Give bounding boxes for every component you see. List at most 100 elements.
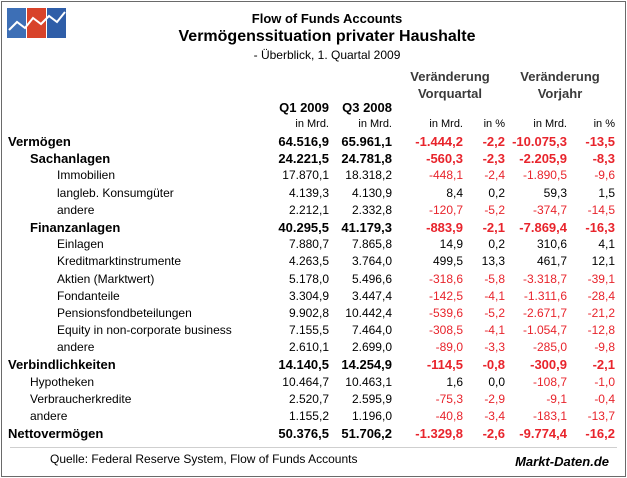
table-row: andere 1.155,2 1.196,0 -40,8 -3,4 -183,1 -13,7 [2,409,625,426]
change-quarter-abs: 499,5 [432,254,463,269]
table-row: Hypotheken 10.464,7 10.463,1 1,6 0,0 -108,7 -1… [2,375,625,392]
value-q1-2009: 14.140,5 [278,357,329,373]
value-q1-2009: 7.155,5 [288,323,329,338]
source-note: Quelle: Federal Reserve System, Flow of … [50,452,358,466]
change-quarter-pct: -5,2 [484,202,505,217]
value-q1-2009: 40.295,5 [278,219,329,235]
change-year-pct: -28,4 [587,288,615,303]
change-year-abs: -2.205,9 [519,151,567,167]
row-label: Sachanlagen [30,151,111,167]
brand-logo-text: Markt-Daten.de [515,454,609,469]
change-year-pct: -14,5 [587,202,615,217]
table-row: Equity in non-corporate business 7.155,5 7… [2,323,625,340]
row-label: andere [57,202,95,217]
change-quarter-pct: -3,3 [484,340,505,355]
change-quarter-abs: -448,1 [428,168,463,183]
table-row: Sachanlagen 24.221,5 24.781,8 -560,3 -2,3 -2.… [2,151,625,168]
change-quarter-abs: -40,8 [435,409,463,423]
change-year-abs: -9,1 [546,391,567,406]
change-year-pct: -1,0 [594,374,615,389]
value-q1-2009: 9.902,8 [288,305,329,320]
col-header-change-year: Veränderung Vorjahr [510,68,610,102]
change-year-pct: -0,4 [594,391,615,406]
change-quarter-pct: -4,1 [484,323,505,338]
change-year-pct: -16,2 [585,426,615,442]
change-quarter-pct: 0,2 [488,185,505,200]
change-quarter-pct: 0,0 [488,374,505,389]
table-row: Finanzanlagen 40.295,5 41.179,3 -883,9 -2,1-… [2,220,625,237]
table-row: langleb. Konsumgüter 4.139,3 4.130,9 8,4 0,2… [2,186,625,203]
table-row: Aktien (Marktwert) 5.178,0 5.496,6 -318,6 -5… [2,272,625,289]
report-title: Flow of Funds Accounts [251,11,403,26]
value-q1-2009: 2.610,1 [288,340,329,355]
col-header-change-year-line1: Veränderung [520,69,600,84]
value-q3-2008: 3.764,0 [351,254,392,269]
chart-logo-icon [7,8,67,38]
change-year-abs: -9.774,4 [519,426,567,442]
row-label: Pensionsfondbeteilungen [57,305,192,320]
value-q3-2008: 41.179,3 [341,219,392,235]
change-quarter-pct: -2,3 [482,151,505,167]
value-q3-2008: 14.254,9 [341,357,392,373]
table-row: Kreditmarktinstrumente 4.263,5 3.764,0 499,… [2,254,625,271]
unit-q3: in Mrd. [358,118,392,130]
value-q3-2008: 5.496,6 [351,271,392,286]
change-quarter-abs: -89,0 [435,340,463,355]
value-q1-2009: 5.178,0 [288,271,329,286]
change-year-pct: -9,8 [594,340,615,355]
col-header-q1-2009: Q1 2009 [279,100,329,115]
value-q1-2009: 2.520,7 [288,391,329,406]
unit-chg-q-pct: in % [483,118,505,130]
change-quarter-pct: -5,8 [484,271,505,286]
table-row: andere 2.610,1 2.699,0 -89,0 -3,3 -285,0 -9,8 [2,340,625,357]
change-quarter-abs: -1.329,8 [415,426,463,442]
change-year-abs: -1.890,5 [522,168,567,183]
col-header-change-year-line2: Vorjahr [537,86,583,101]
change-year-abs: -285,0 [532,340,567,355]
change-quarter-pct: -3,4 [484,409,505,423]
col-header-change-quarter: Veränderung Vorquartal [400,68,500,102]
change-year-pct: 1,5 [598,185,615,200]
col-header-change-quarter-line1: Veränderung [410,69,490,84]
change-quarter-abs: -1.444,2 [415,134,463,149]
change-year-abs: -3.318,7 [522,271,567,286]
value-q1-2009: 2.212,1 [288,202,329,217]
change-year-abs: 310,6 [536,237,567,252]
change-year-abs: -7.869,4 [519,219,567,235]
table-row: Fondanteile 3.304,9 3.447,4 -142,5 -4,1 -1.31… [2,289,625,306]
value-q3-2008: 7.464,0 [351,323,392,338]
change-year-abs: -374,7 [532,202,567,217]
change-year-abs: -2.671,7 [522,305,567,320]
table-row: Verbraucherkredite 2.520,7 2.595,9 -75,3 -2,… [2,392,625,409]
change-year-pct: 12,1 [591,254,615,269]
change-quarter-abs: -120,7 [428,202,463,217]
value-q1-2009: 3.304,9 [288,288,329,303]
value-q3-2008: 7.865,8 [351,237,392,252]
change-year-pct: -21,2 [587,305,615,320]
row-label: Nettovermögen [8,426,104,442]
change-year-abs: 461,7 [536,254,567,269]
value-q1-2009: 50.376,5 [278,426,329,442]
unit-q1: in Mrd. [295,118,329,130]
change-year-pct: -13,7 [587,409,615,423]
value-q3-2008: 24.781,8 [341,151,392,167]
row-label: Equity in non-corporate business [57,323,232,338]
change-quarter-abs: -142,5 [428,288,463,303]
row-label: Vermögen [8,134,71,149]
change-year-abs: -1.054,7 [522,323,567,338]
row-label: Aktien (Marktwert) [57,271,155,286]
unit-chg-y-pct: in % [593,118,615,130]
table-row: Einlagen 7.880,7 7.865,8 14,9 0,2 310,6 4,1 [2,237,625,254]
change-year-pct: 4,1 [598,237,615,252]
value-q1-2009: 64.516,9 [278,134,329,149]
change-year-pct: -12,8 [587,323,615,338]
change-quarter-pct: 13,3 [481,254,505,269]
row-label: Hypotheken [30,374,95,389]
value-q3-2008: 2.332,8 [351,202,392,217]
row-label: Verbindlichkeiten [8,357,116,373]
change-quarter-pct: -2,1 [482,219,505,235]
row-label: Verbraucherkredite [30,391,132,406]
change-year-pct: -9,6 [594,168,615,183]
row-label: andere [57,340,95,355]
